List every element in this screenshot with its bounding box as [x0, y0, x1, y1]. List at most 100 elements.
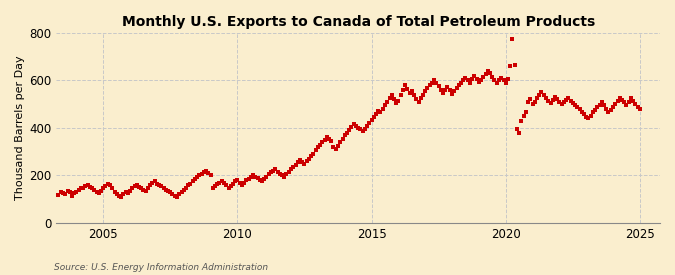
- Point: [473, 80, 484, 84]
- Point: [113, 194, 124, 199]
- Point: [192, 174, 202, 179]
- Point: [547, 98, 558, 102]
- Point: [442, 85, 453, 89]
- Point: [539, 92, 549, 97]
- Point: [161, 188, 171, 192]
- Point: [597, 100, 608, 104]
- Point: [623, 100, 634, 104]
- Point: [348, 122, 359, 127]
- Point: [194, 173, 205, 178]
- Point: [105, 183, 115, 187]
- Point: [89, 188, 100, 192]
- Point: [256, 179, 267, 183]
- Point: [632, 104, 643, 109]
- Point: [371, 111, 381, 116]
- Point: [321, 135, 332, 140]
- Point: [451, 86, 462, 90]
- Point: [603, 110, 614, 115]
- Point: [364, 121, 375, 125]
- Point: [505, 64, 516, 68]
- Point: [549, 95, 560, 99]
- Point: [438, 90, 449, 95]
- Point: [435, 88, 446, 92]
- Point: [263, 172, 274, 177]
- Point: [366, 118, 377, 123]
- Point: [151, 182, 162, 186]
- Point: [246, 174, 256, 179]
- Point: [398, 88, 408, 92]
- Point: [408, 92, 419, 97]
- Point: [536, 90, 547, 95]
- Point: [552, 97, 563, 102]
- Point: [574, 107, 585, 112]
- Point: [507, 37, 518, 41]
- Point: [294, 158, 305, 162]
- Point: [386, 92, 397, 97]
- Point: [433, 84, 444, 89]
- Point: [350, 124, 361, 128]
- Point: [418, 92, 429, 97]
- Point: [200, 169, 211, 173]
- Point: [198, 170, 209, 174]
- Point: [265, 170, 276, 174]
- Point: [232, 178, 243, 182]
- Point: [93, 191, 104, 196]
- Point: [217, 179, 227, 183]
- Point: [78, 186, 88, 191]
- Point: [391, 101, 402, 105]
- Point: [82, 183, 93, 187]
- Point: [493, 78, 504, 82]
- Point: [55, 190, 66, 194]
- Point: [630, 102, 641, 106]
- Point: [522, 100, 533, 104]
- Point: [578, 112, 589, 116]
- Point: [147, 180, 158, 185]
- Point: [234, 180, 245, 185]
- Point: [281, 172, 292, 177]
- Point: [360, 127, 371, 131]
- Point: [250, 174, 261, 179]
- Point: [353, 126, 364, 130]
- Point: [338, 136, 348, 141]
- Point: [149, 179, 160, 183]
- Point: [545, 101, 556, 105]
- Point: [565, 98, 576, 103]
- Point: [277, 173, 288, 178]
- Point: [225, 184, 236, 188]
- Point: [344, 128, 354, 133]
- Point: [614, 96, 625, 100]
- Point: [210, 184, 221, 188]
- Point: [592, 105, 603, 109]
- Point: [118, 192, 129, 197]
- Point: [413, 100, 424, 104]
- Point: [223, 186, 234, 190]
- Point: [259, 177, 269, 181]
- Point: [456, 81, 466, 85]
- Point: [125, 189, 136, 193]
- Point: [190, 177, 200, 181]
- Point: [290, 163, 301, 167]
- Point: [594, 103, 605, 107]
- Point: [580, 114, 591, 119]
- Point: [619, 100, 630, 104]
- Point: [183, 183, 194, 188]
- Point: [585, 113, 596, 118]
- Point: [53, 193, 64, 197]
- Point: [158, 186, 169, 190]
- Point: [388, 97, 399, 102]
- Point: [342, 130, 352, 135]
- Point: [261, 174, 272, 179]
- Point: [315, 142, 325, 147]
- Point: [558, 100, 569, 104]
- Point: [203, 171, 214, 175]
- Point: [145, 183, 156, 188]
- Point: [275, 171, 286, 176]
- Point: [411, 97, 422, 102]
- Point: [373, 109, 383, 113]
- Point: [431, 81, 442, 85]
- Point: [498, 78, 509, 82]
- Point: [449, 89, 460, 93]
- Point: [66, 193, 77, 198]
- Point: [483, 69, 493, 73]
- Point: [333, 144, 344, 148]
